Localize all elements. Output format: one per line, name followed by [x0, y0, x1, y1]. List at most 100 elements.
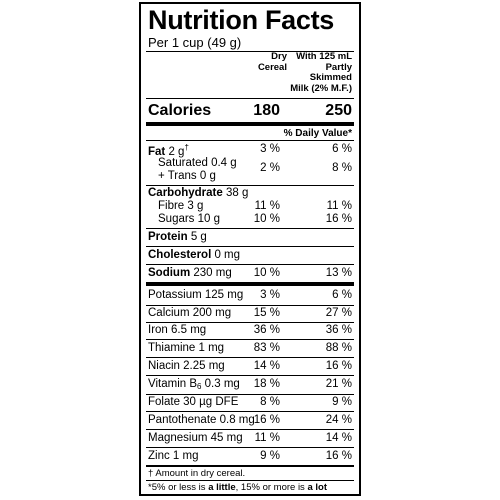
divider — [146, 246, 354, 247]
vitamin-milk: 16 % — [325, 450, 352, 462]
cholesterol-label: Cholesterol — [148, 249, 212, 261]
fat-amount: 2 g — [168, 145, 185, 158]
protein-amount: 5 g — [190, 231, 207, 243]
divider — [146, 411, 354, 412]
calories-row: Calories 180 250 — [148, 102, 352, 122]
vitamin-milk: 27 % — [325, 307, 352, 319]
vitamin-row: Magnesium 45 mg 11 % 14 % — [148, 432, 352, 446]
vitamin-row: Folate 30 µg DFE 8 % 9 % — [148, 396, 352, 410]
cholesterol-amount: 0 mg — [214, 249, 241, 261]
vitamin-dry: 8 % — [260, 396, 280, 408]
vitamin-label: Vitamin B6 0.3 mg — [148, 378, 240, 391]
fat-row: Fat 2 g† 3 % 6 % — [148, 143, 352, 158]
vitamin-dry: 16 % — [253, 414, 280, 426]
vitamin-row: Zinc 1 mg 9 % 16 % — [148, 450, 352, 464]
vitamin-dry: 14 % — [253, 360, 280, 372]
dagger-mark: † — [184, 143, 189, 152]
column-header-milk: With 125 mL Partly Skimmed Milk (2% M.F.… — [290, 51, 352, 94]
vitamin-label: Zinc 1 mg — [148, 450, 199, 462]
fibre-dry: 11 % — [254, 200, 280, 212]
divider — [146, 394, 354, 395]
divider — [146, 480, 354, 481]
vitamin-row: Niacin 2.25 mg 14 % 16 % — [148, 360, 352, 374]
vitamin-label: Iron 6.5 mg — [148, 324, 207, 336]
vitamin-row: Vitamin B6 0.3 mg 18 % 21 % — [148, 378, 352, 392]
protein-label: Protein — [148, 231, 188, 243]
vitamin-label: Thiamine 1 mg — [148, 342, 225, 354]
vitamin-milk: 88 % — [325, 342, 352, 354]
serving-size: Per 1 cup (49 g) — [148, 35, 242, 50]
vitamin-label: Potassium 125 mg — [148, 289, 244, 301]
saturated-row: Saturated 0.4 g + Trans 0 g 2 % 8 % — [148, 157, 352, 185]
carbohydrate-label: Carbohydrate — [148, 187, 223, 199]
vitamin-milk: 16 % — [325, 360, 352, 372]
sodium-dry: 10 % — [253, 267, 280, 279]
vitamin-milk: 24 % — [325, 414, 352, 426]
vitamin-row: Potassium 125 mg 3 % 6 % — [148, 289, 352, 303]
carbohydrate-row: Carbohydrate 38 g — [148, 187, 352, 201]
vitamin-row: Calcium 200 mg 15 % 27 % — [148, 307, 352, 321]
vitamin-row: Iron 6.5 mg 36 % 36 % — [148, 324, 352, 338]
sodium-milk: 13 % — [325, 267, 352, 279]
saturated-label: Saturated 0.4 g — [158, 157, 237, 169]
fibre-label: Fibre 3 g — [158, 200, 204, 212]
divider — [146, 98, 354, 99]
divider — [146, 429, 354, 430]
vitamin-dry: 83 % — [253, 342, 280, 354]
saturated-milk: 8 % — [332, 162, 352, 174]
divider — [146, 51, 354, 52]
fibre-milk: 11 % — [326, 200, 352, 212]
vitamin-label: Niacin 2.25 mg — [148, 360, 225, 372]
vitamin-label: Pantothenate 0.8 mg — [148, 414, 255, 426]
sugars-row: Sugars 10 g 10 % 16 % — [148, 213, 352, 227]
calories-dry: 180 — [253, 102, 280, 119]
divider — [146, 375, 354, 376]
divider — [146, 264, 354, 265]
vitamin-milk: 36 % — [325, 324, 352, 336]
vitamin-milk: 14 % — [325, 432, 352, 444]
vitamin-milk: 21 % — [325, 378, 352, 390]
vitamin-dry: 18 % — [253, 378, 280, 390]
vitamin-milk: 9 % — [332, 396, 352, 408]
daily-value-header: % Daily Value* — [283, 128, 352, 139]
fat-dry: 3 % — [260, 143, 280, 155]
footnote-daily-value: *5% or less is a little, 15% or more is … — [148, 482, 327, 493]
thick-divider — [146, 122, 354, 126]
protein-row: Protein 5 g — [148, 231, 352, 245]
column-header-dry: Dry Cereal — [257, 51, 287, 73]
vitamin-dry: 11 % — [254, 432, 280, 444]
vitamin-label: Magnesium 45 mg — [148, 432, 243, 444]
divider — [146, 185, 354, 186]
vitamin-row: Thiamine 1 mg 83 % 88 % — [148, 342, 352, 356]
vitamin-row: Pantothenate 0.8 mg 16 % 24 % — [148, 414, 352, 428]
carbohydrate-amount: 38 g — [225, 187, 249, 199]
divider — [146, 322, 354, 323]
divider — [146, 447, 354, 448]
footnote-dagger: † Amount in dry cereal. — [148, 468, 246, 479]
sugars-label: Sugars 10 g — [158, 213, 221, 225]
vitamin-dry: 15 % — [253, 307, 280, 319]
divider — [146, 305, 354, 306]
divider — [146, 228, 354, 229]
saturated-dry: 2 % — [260, 162, 280, 174]
vitamin-milk: 6 % — [332, 289, 352, 301]
sugars-dry: 10 % — [253, 213, 280, 225]
divider — [146, 465, 354, 467]
sodium-row: Sodium 230 mg 10 % 13 % — [148, 267, 352, 281]
trans-label: + Trans 0 g — [158, 170, 216, 182]
sodium-amount: 230 mg — [193, 267, 232, 279]
label-title: Nutrition Facts — [148, 5, 335, 35]
vitamin-label: Folate 30 µg DFE — [148, 396, 239, 408]
divider — [146, 140, 354, 141]
fat-milk: 6 % — [332, 143, 352, 155]
divider — [146, 357, 354, 358]
fibre-row: Fibre 3 g 11 % 11 % — [148, 200, 352, 214]
calories-milk: 250 — [325, 102, 352, 119]
sodium-label: Sodium — [148, 267, 191, 279]
calories-label: Calories — [148, 102, 212, 119]
vitamin-dry: 36 % — [253, 324, 280, 336]
cholesterol-row: Cholesterol 0 mg — [148, 249, 352, 263]
thick-divider — [146, 282, 354, 286]
nutrition-facts-label: Nutrition Facts Per 1 cup (49 g) Dry Cer… — [139, 2, 361, 496]
vitamin-dry: 3 % — [260, 289, 280, 301]
